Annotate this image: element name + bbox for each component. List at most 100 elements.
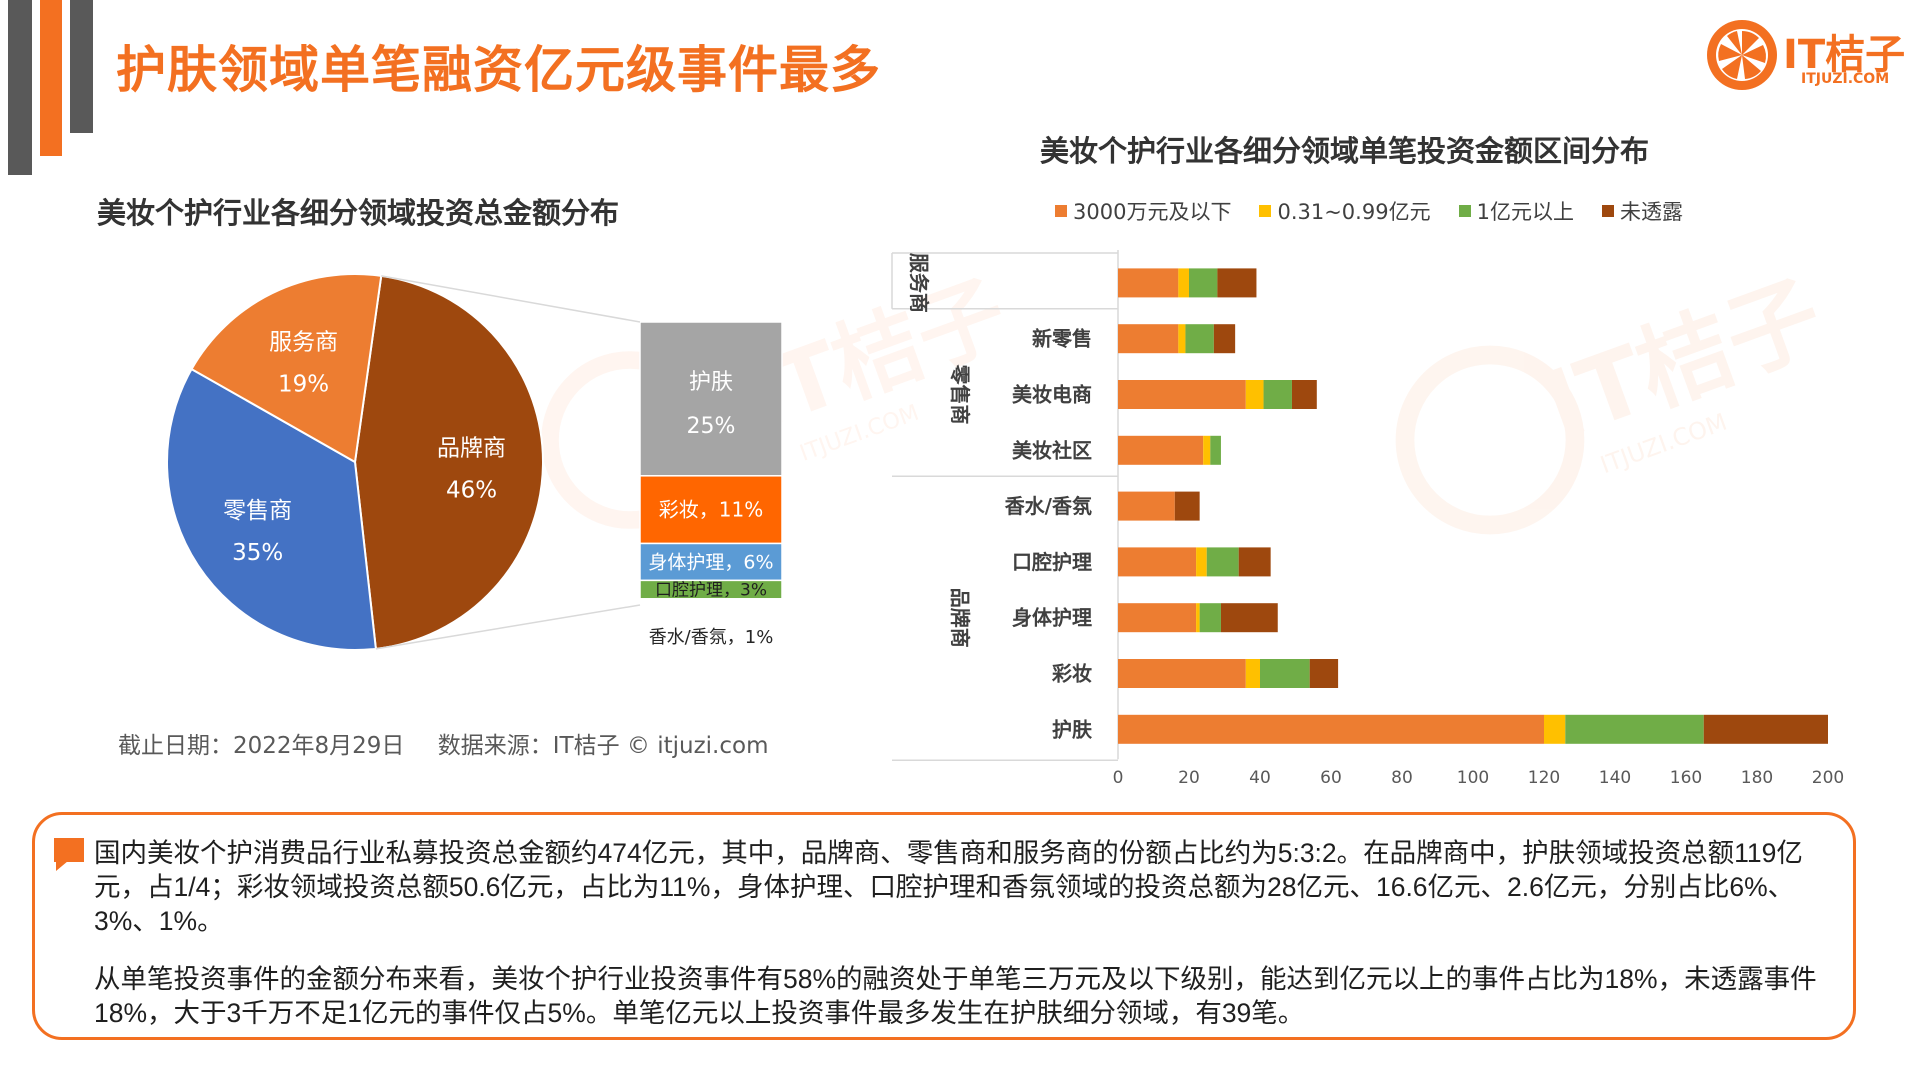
bar-segment: [1203, 435, 1211, 465]
summary-paragraph-2: 从单笔投资事件的金额分布来看，美妆个护行业投资事件有58%的融资处于单笔三万元及…: [94, 964, 1817, 1028]
bar-segment: [1178, 324, 1186, 354]
bar-chart-title: 美妆个护行业各细分领域单笔投资金额区间分布: [1040, 134, 1650, 168]
bar-segment: [1189, 268, 1218, 298]
bar-segment: [1245, 659, 1260, 688]
x-tick-label: 20: [1178, 768, 1200, 788]
logo: IT桔子 ITJUZI.COM: [1703, 16, 1913, 94]
pie-slice-2: [166, 367, 377, 651]
pie-value-1: 46%: [446, 478, 497, 504]
legend-label: 1亿元以上: [1476, 200, 1574, 224]
legend-swatch: [1458, 205, 1471, 217]
pie-label-1: 品牌商: [437, 436, 506, 462]
data-source: 数据来源：IT桔子 © itjuzi.com: [437, 733, 769, 759]
connector-line-top: [381, 275, 641, 323]
legend-swatch: [1259, 205, 1272, 217]
cutoff-date: 截止日期：2022年8月29日: [118, 733, 405, 759]
legend-item-3: 1亿元以上: [1458, 196, 1574, 226]
summary-paragraph-1: 国内美妆个护消费品行业私募投资总金额约474亿元，其中，品牌商、零售商和服务商的…: [94, 838, 1803, 936]
pie-value-2: 35%: [232, 540, 283, 566]
bar-segment: [1196, 603, 1200, 633]
logo-subtext: ITJUZI.COM: [1801, 71, 1890, 87]
bar-segment: [1118, 547, 1197, 577]
bar-segment: [1263, 380, 1292, 409]
logo-text: IT桔子: [1783, 32, 1906, 78]
bar-category-label: 护肤: [1052, 717, 1093, 741]
bar-segment: [1217, 268, 1257, 298]
speech-bubble-icon: [54, 838, 84, 871]
legend-item-4: 未透露: [1601, 196, 1683, 226]
x-tick-label: 0: [1113, 768, 1124, 788]
bar-group-label: 服务商: [907, 253, 931, 313]
bar-category-label: 美妆电商: [1012, 383, 1092, 407]
bar-category-label: 身体护理: [1012, 606, 1092, 630]
bar-segment: [1210, 435, 1221, 465]
connector-line-bottom: [375, 604, 641, 650]
bar-segment: [1118, 491, 1175, 521]
legend-label: 3000万元及以下: [1073, 200, 1232, 224]
bar-segment: [1291, 380, 1317, 409]
pie-label-3: 服务商: [269, 329, 338, 355]
breakdown-value-1: 25%: [687, 414, 736, 439]
breakdown-segment-2: [639, 475, 783, 545]
bar-category-label: 香水/香氛: [1005, 494, 1092, 518]
bar-segment: [1178, 268, 1189, 298]
bar-segment: [1238, 547, 1271, 577]
x-tick-label: 80: [1391, 768, 1413, 788]
breakdown-label-5: 香水/香氛，1%: [649, 627, 774, 648]
x-tick-label: 60: [1320, 768, 1342, 788]
bar-segment: [1118, 268, 1179, 298]
pie-label-2: 零售商: [223, 498, 292, 524]
x-tick-label: 180: [1741, 768, 1773, 788]
summary-box: [32, 812, 1856, 1040]
bar-segment: [1118, 435, 1204, 465]
bar-segment: [1309, 659, 1339, 688]
bar-group-label: 品牌商: [948, 588, 972, 648]
breakdown-label-4: 口腔护理，3%: [655, 581, 767, 601]
bar-category-label: 彩妆: [1051, 662, 1092, 686]
legend-label: 未透露: [1619, 200, 1683, 224]
bar-segment: [1118, 380, 1246, 409]
pie-slice-1: [353, 274, 544, 650]
bar-segment: [1565, 714, 1704, 744]
pie-slice-3: [190, 273, 383, 464]
x-tick-label: 140: [1599, 768, 1631, 788]
x-tick-label: 100: [1457, 768, 1489, 788]
x-tick-label: 160: [1670, 768, 1702, 788]
x-tick-label: 40: [1249, 768, 1271, 788]
page-title: 护肤领域单笔融资亿元级事件最多: [116, 41, 881, 99]
pie-value-3: 19%: [278, 371, 329, 397]
orange-logo-icon: [1707, 20, 1777, 90]
bar-segment: [1199, 603, 1221, 633]
bar-segment: [1220, 603, 1278, 633]
breakdown-segment-1: [639, 321, 783, 477]
bar-segment: [1118, 659, 1246, 688]
bar-chart-legend: 3000万元及以下 0.31~0.99亿元 1亿元以上 未透露: [1055, 196, 1683, 226]
bar-segment: [1245, 380, 1264, 409]
bar-segment: [1118, 603, 1197, 633]
x-tick-label: 200: [1812, 768, 1844, 788]
legend-swatch: [1601, 205, 1614, 217]
source-line: 截止日期：2022年8月29日 数据来源：IT桔子 © itjuzi.com: [118, 726, 794, 760]
bar-category-label: 新零售: [1032, 327, 1092, 351]
bar-category-label: 口腔护理: [1012, 550, 1092, 574]
bar-segment: [1118, 324, 1179, 354]
breakdown-label-3: 身体护理，6%: [648, 552, 773, 574]
bar-segment: [1703, 714, 1828, 744]
bar-segment: [1213, 324, 1236, 354]
bar-segment: [1118, 714, 1544, 744]
legend-label: 0.31~0.99亿元: [1277, 200, 1431, 224]
decor-bar-orange: [40, 0, 62, 156]
breakdown-segment-5: [639, 598, 783, 606]
bar-group-label: 零售商: [948, 364, 972, 425]
bar-category-label: 美妆社区: [1012, 438, 1092, 462]
legend-item-2: 0.31~0.99亿元: [1259, 196, 1431, 226]
decor-bar-gray-2: [70, 0, 93, 133]
legend-swatch: [1055, 205, 1067, 217]
pie-chart-title: 美妆个护行业各细分领域投资总金额分布: [97, 196, 620, 230]
legend-item-1: 3000万元及以下: [1055, 196, 1231, 226]
bar-segment: [1174, 491, 1200, 521]
bar-segment: [1206, 547, 1239, 577]
x-tick-label: 120: [1528, 768, 1560, 788]
